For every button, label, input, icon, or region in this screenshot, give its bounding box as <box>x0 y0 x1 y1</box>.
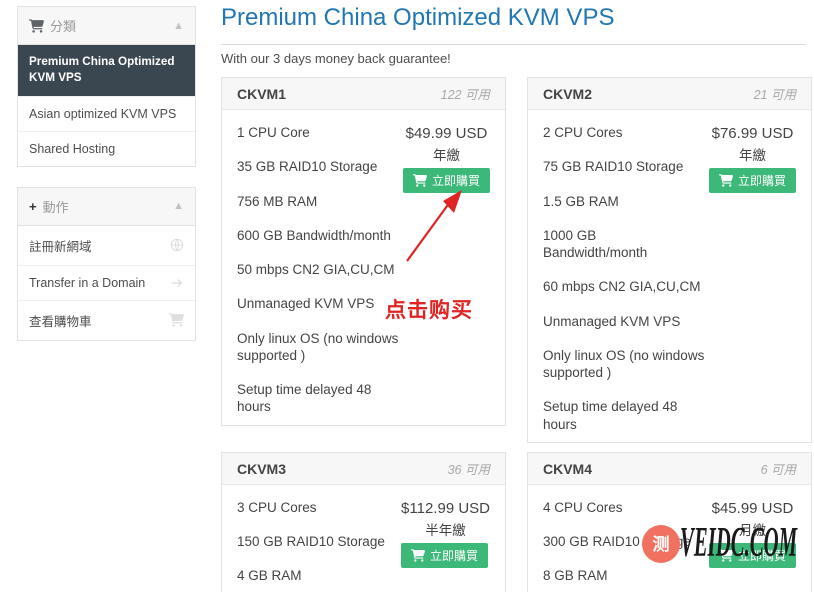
svg-text:测: 测 <box>653 534 670 554</box>
